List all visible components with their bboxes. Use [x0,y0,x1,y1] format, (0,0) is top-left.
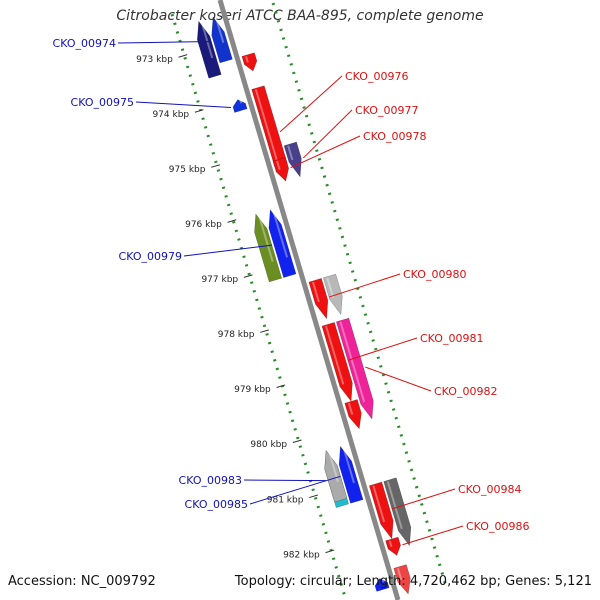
gene-label-g983[interactable]: CKO_00983 [179,474,242,487]
topology-text: Topology: circular; Length: 4,720,462 bp… [234,574,592,589]
gene-highlight [326,277,335,298]
gene-highlight [388,540,393,548]
gene-highlight [272,209,289,258]
tick-label: 981 kbp [267,495,304,505]
gene-highlight [381,578,385,583]
gene-g982b[interactable] [344,399,362,430]
gene-highlight [287,145,294,161]
tick-mark [325,549,335,554]
gene-g983b[interactable] [324,450,348,503]
tick-mark [276,384,286,388]
gene-highlight [312,281,320,303]
gene-g979a[interactable] [254,213,283,283]
gene-g974b[interactable] [211,16,233,64]
gene-label-g986[interactable]: CKO_00986 [466,520,529,533]
gene-highlight [347,402,354,416]
gene-g987[interactable] [374,578,390,592]
gene-label-g974b[interactable]: CKO_00974 [53,37,116,50]
gene-g980[interactable] [308,278,329,320]
gene-highlight [276,160,281,171]
gene-highlight [239,99,243,104]
label-connector [249,475,341,505]
gene-label-g982[interactable]: CKO_00982 [434,385,497,398]
gene-highlight [396,568,403,581]
gene-label-g980[interactable]: CKO_00980 [403,268,466,281]
gene-highlight [339,321,366,403]
gene-label-g984[interactable]: CKO_00984 [458,483,521,496]
gene-g980b[interactable] [322,273,343,316]
gene-g982[interactable] [335,317,374,420]
gene-g985[interactable] [338,445,364,504]
tick-label: 977 kbp [201,275,238,285]
gene-highlight [327,450,339,483]
label-connector [279,75,343,133]
gene-label-g981[interactable]: CKO_00981 [420,332,483,345]
label-connector [290,135,361,169]
gene-g975[interactable] [232,99,248,113]
gene-highlight [386,481,403,530]
tick-label: 974 kbp [152,110,189,120]
gene-label-g975[interactable]: CKO_00975 [71,96,134,109]
gene-highlight [342,446,355,484]
tick-mark [211,164,220,168]
tick-mark [194,109,204,113]
label-connector [183,244,272,257]
tick-label: 976 kbp [185,220,222,230]
gene-g981[interactable] [321,322,353,402]
gene-g978[interactable] [272,156,289,182]
gene-g986[interactable] [385,536,401,556]
tick-mark [178,54,188,58]
gene-highlight [325,325,345,385]
tick-mark [227,219,237,223]
label-connector [365,366,432,392]
gene-highlight [257,214,274,262]
gene-g984[interactable] [368,481,394,540]
gene-highlight [214,17,225,43]
tick-mark [260,329,269,333]
gene-label-g979[interactable]: CKO_00979 [119,250,182,263]
label-connector [117,40,212,44]
gene-highlight [254,89,279,165]
label-connector [391,488,456,510]
label-connector [135,101,232,109]
position-ticks: 973 kbp 974 kbp 975 kbp 976 kbp 977 kbp 978 k… [136,54,335,560]
gene-label-g977[interactable]: CKO_00977 [355,104,418,117]
genome-backbone [217,0,401,600]
gene-highlight [200,21,214,59]
label-connector [402,525,464,546]
tick-label: 982 kbp [283,550,320,560]
gene-g984b[interactable] [383,477,412,547]
gene-highlight [245,56,249,63]
label-connector [328,273,401,298]
tick-label: 979 kbp [234,385,271,395]
tick-label: 980 kbp [250,440,287,450]
gene-features [197,16,412,595]
gene-label-g976[interactable]: CKO_00976 [345,70,408,83]
label-connector [243,479,327,482]
gene-g976a[interactable] [241,52,258,72]
gene-g974a[interactable] [197,20,222,79]
gene-g979[interactable] [268,209,297,278]
accession-text: Accession: NC_009792 [8,574,156,589]
tick-mark [309,494,318,499]
label-connector [303,109,353,159]
tick-mark [243,274,253,278]
tick-label: 978 kbp [218,330,255,340]
label-connector [347,337,418,361]
tick-label: 973 kbp [136,55,173,65]
gene-g977[interactable] [283,141,302,178]
gene-g988[interactable] [393,564,411,595]
gene-label-g985[interactable]: CKO_00985 [185,498,248,511]
map-title: Citrobacter koseri ATCC BAA-895, complet… [116,8,484,24]
gene-label-g978[interactable]: CKO_00978 [363,130,426,143]
gene-highlight [372,485,386,523]
gene-labels: CKO_00974 CKO_00975 CKO_00976 CKO_00977 CKO_… [53,37,529,546]
tick-label: 975 kbp [169,165,206,175]
tick-mark [292,439,302,444]
